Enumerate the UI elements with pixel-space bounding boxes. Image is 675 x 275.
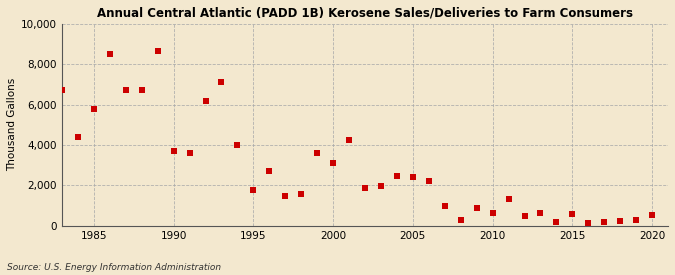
- Point: [344, 138, 354, 142]
- Point: [535, 210, 546, 215]
- Point: [88, 106, 99, 111]
- Point: [216, 80, 227, 85]
- Point: [72, 135, 83, 139]
- Point: [615, 218, 626, 223]
- Point: [583, 221, 594, 225]
- Point: [551, 219, 562, 224]
- Point: [168, 149, 179, 153]
- Point: [248, 188, 259, 192]
- Point: [360, 186, 371, 191]
- Text: Source: U.S. Energy Information Administration: Source: U.S. Energy Information Administ…: [7, 263, 221, 272]
- Point: [647, 212, 657, 217]
- Point: [408, 175, 418, 180]
- Title: Annual Central Atlantic (PADD 1B) Kerosene Sales/Deliveries to Farm Consumers: Annual Central Atlantic (PADD 1B) Kerose…: [97, 7, 633, 20]
- Point: [296, 192, 306, 197]
- Point: [200, 98, 211, 103]
- Point: [439, 203, 450, 208]
- Point: [456, 218, 466, 222]
- Point: [471, 205, 482, 210]
- Point: [328, 161, 339, 165]
- Point: [519, 213, 530, 218]
- Point: [105, 52, 115, 56]
- Point: [312, 151, 323, 155]
- Point: [599, 219, 610, 224]
- Point: [184, 151, 195, 155]
- Point: [375, 184, 386, 189]
- Point: [567, 211, 578, 216]
- Point: [264, 169, 275, 174]
- Point: [280, 194, 291, 199]
- Point: [136, 88, 147, 93]
- Y-axis label: Thousand Gallons: Thousand Gallons: [7, 78, 17, 171]
- Point: [503, 197, 514, 202]
- Point: [232, 143, 243, 147]
- Point: [57, 88, 68, 93]
- Point: [120, 88, 131, 93]
- Point: [153, 49, 163, 53]
- Point: [392, 174, 402, 178]
- Point: [487, 210, 498, 215]
- Point: [630, 218, 641, 222]
- Point: [423, 179, 434, 183]
